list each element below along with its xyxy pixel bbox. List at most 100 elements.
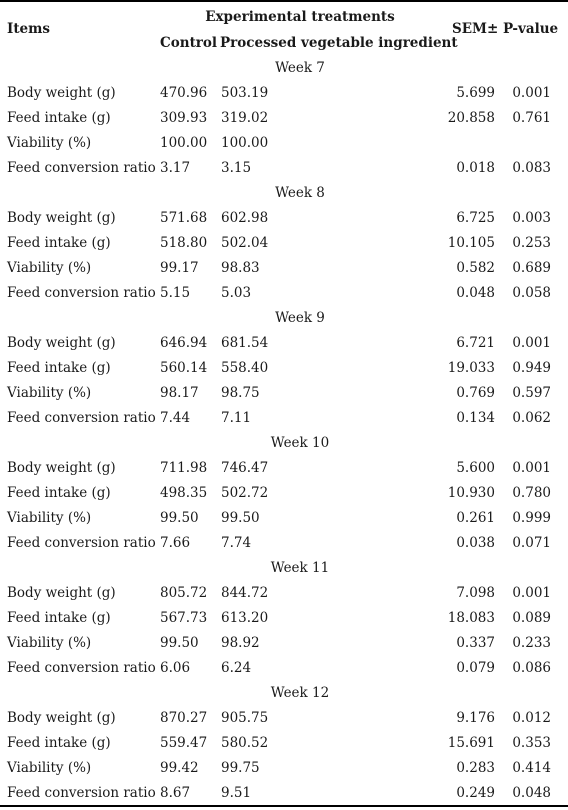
item-cell: Feed conversion ratio bbox=[7, 535, 156, 551]
pvalue-cell: 0.999 bbox=[512, 510, 551, 526]
table-row: Body weight (g) 711.98 746.47 5.600 0.001 bbox=[0, 460, 568, 485]
sem-cell: 10.930 bbox=[447, 485, 495, 501]
control-cell: 7.44 bbox=[160, 410, 191, 426]
pvi-cell: 98.83 bbox=[221, 260, 260, 276]
item-cell: Viability (%) bbox=[7, 385, 92, 401]
pvalue-cell: 0.086 bbox=[512, 660, 551, 676]
control-cell: 99.50 bbox=[160, 510, 199, 526]
control-cell: 8.67 bbox=[160, 785, 191, 801]
item-cell: Viability (%) bbox=[7, 760, 92, 776]
sem-cell: 10.105 bbox=[447, 235, 495, 251]
sem-cell: 0.038 bbox=[456, 535, 495, 551]
pvalue-cell: 0.062 bbox=[512, 410, 551, 426]
pvalue-cell: 0.058 bbox=[512, 285, 551, 301]
experimental-treatments-header: Experimental treatments bbox=[205, 9, 395, 25]
sem-header: SEM± bbox=[452, 21, 499, 37]
pvi-cell: 580.52 bbox=[221, 735, 269, 751]
table-row: Viability (%) 99.50 98.92 0.337 0.233 bbox=[0, 635, 568, 660]
item-cell: Feed intake (g) bbox=[7, 485, 111, 501]
control-cell: 805.72 bbox=[160, 585, 208, 601]
table-row: Feed conversion ratio 3.17 3.15 0.018 0.083 bbox=[0, 160, 568, 185]
pvi-cell: 98.75 bbox=[221, 385, 260, 401]
week-label: Week 8 bbox=[275, 185, 325, 201]
item-cell: Body weight (g) bbox=[7, 585, 116, 601]
pvi-cell: 7.74 bbox=[221, 535, 252, 551]
pvi-cell: 613.20 bbox=[221, 610, 269, 626]
week-label: Week 9 bbox=[275, 310, 325, 326]
pvi-cell: 681.54 bbox=[221, 335, 269, 351]
pvalue-cell: 0.083 bbox=[512, 160, 551, 176]
table-row: Body weight (g) 805.72 844.72 7.098 0.001 bbox=[0, 585, 568, 610]
item-cell: Feed intake (g) bbox=[7, 110, 111, 126]
pvalue-cell: 0.414 bbox=[512, 760, 551, 776]
week-label: Week 10 bbox=[270, 435, 330, 451]
pvi-cell: 99.50 bbox=[221, 510, 260, 526]
pvi-cell: 502.72 bbox=[221, 485, 269, 501]
item-cell: Feed intake (g) bbox=[7, 235, 111, 251]
week-label: Week 11 bbox=[270, 560, 330, 576]
sem-cell: 0.079 bbox=[456, 660, 495, 676]
sem-cell: 0.337 bbox=[456, 635, 495, 651]
week-label: Week 12 bbox=[270, 685, 330, 701]
item-cell: Feed intake (g) bbox=[7, 735, 111, 751]
control-cell: 99.42 bbox=[160, 760, 199, 776]
table-row: Feed conversion ratio 5.15 5.03 0.048 0.058 bbox=[0, 285, 568, 310]
pvi-cell: 9.51 bbox=[221, 785, 252, 801]
pvi-cell: 100.00 bbox=[221, 135, 269, 151]
item-cell: Viability (%) bbox=[7, 260, 92, 276]
control-cell: 470.96 bbox=[160, 85, 208, 101]
item-cell: Feed conversion ratio bbox=[7, 160, 156, 176]
pvi-cell: 844.72 bbox=[221, 585, 269, 601]
control-cell: 518.80 bbox=[160, 235, 208, 251]
table-row: Feed intake (g) 309.93 319.02 20.858 0.761 bbox=[0, 110, 568, 135]
pvalue-cell: 0.949 bbox=[512, 360, 551, 376]
table-row: Feed conversion ratio 7.66 7.74 0.038 0.071 bbox=[0, 535, 568, 560]
sem-cell: 6.721 bbox=[456, 335, 495, 351]
items-header: Items bbox=[7, 21, 51, 37]
pvalue-cell: 0.253 bbox=[512, 235, 551, 251]
control-cell: 7.66 bbox=[160, 535, 191, 551]
pvalue-cell: 0.001 bbox=[512, 335, 551, 351]
pvalue-cell: 0.353 bbox=[512, 735, 551, 751]
control-cell: 309.93 bbox=[160, 110, 208, 126]
sem-cell: 19.033 bbox=[447, 360, 495, 376]
sem-cell: 0.582 bbox=[456, 260, 495, 276]
pvi-cell: 905.75 bbox=[221, 710, 269, 726]
sem-cell: 0.283 bbox=[456, 760, 495, 776]
pvi-cell: 746.47 bbox=[221, 460, 269, 476]
pvalue-cell: 0.001 bbox=[512, 85, 551, 101]
sem-cell: 0.249 bbox=[456, 785, 495, 801]
pvi-cell: 558.40 bbox=[221, 360, 269, 376]
table-row: Feed conversion ratio 6.06 6.24 0.079 0.086 bbox=[0, 660, 568, 685]
pvalue-cell: 0.012 bbox=[512, 710, 551, 726]
sem-cell: 0.769 bbox=[456, 385, 495, 401]
table-row: Viability (%) 98.17 98.75 0.769 0.597 bbox=[0, 385, 568, 410]
control-cell: 99.17 bbox=[160, 260, 199, 276]
control-cell: 498.35 bbox=[160, 485, 208, 501]
sem-cell: 20.858 bbox=[447, 110, 495, 126]
pvi-cell: 502.04 bbox=[221, 235, 269, 251]
sem-cell: 0.261 bbox=[456, 510, 495, 526]
table-row: Feed conversion ratio 7.44 7.11 0.134 0.062 bbox=[0, 410, 568, 435]
table-row: Body weight (g) 870.27 905.75 9.176 0.012 bbox=[0, 710, 568, 735]
control-cell: 870.27 bbox=[160, 710, 208, 726]
table-row: Body weight (g) 571.68 602.98 6.725 0.003 bbox=[0, 210, 568, 235]
sem-cell: 0.048 bbox=[456, 285, 495, 301]
sem-cell: 6.725 bbox=[456, 210, 495, 226]
pvi-cell: 5.03 bbox=[221, 285, 252, 301]
item-cell: Feed conversion ratio bbox=[7, 660, 156, 676]
control-cell: 3.17 bbox=[160, 160, 191, 176]
table-row: Body weight (g) 470.96 503.19 5.699 0.001 bbox=[0, 85, 568, 110]
pvalue-cell: 0.689 bbox=[512, 260, 551, 276]
control-cell: 571.68 bbox=[160, 210, 208, 226]
pvalue-cell: 0.003 bbox=[512, 210, 551, 226]
item-cell: Body weight (g) bbox=[7, 335, 116, 351]
control-cell: 560.14 bbox=[160, 360, 208, 376]
table-row: Viability (%) 99.50 99.50 0.261 0.999 bbox=[0, 510, 568, 535]
pvalue-cell: 0.071 bbox=[512, 535, 551, 551]
pvi-cell: 7.11 bbox=[221, 410, 252, 426]
pvi-cell: 3.15 bbox=[221, 160, 252, 176]
pvalue-cell: 0.597 bbox=[512, 385, 551, 401]
control-header: Control bbox=[160, 35, 218, 51]
table-top-rule bbox=[0, 0, 568, 2]
